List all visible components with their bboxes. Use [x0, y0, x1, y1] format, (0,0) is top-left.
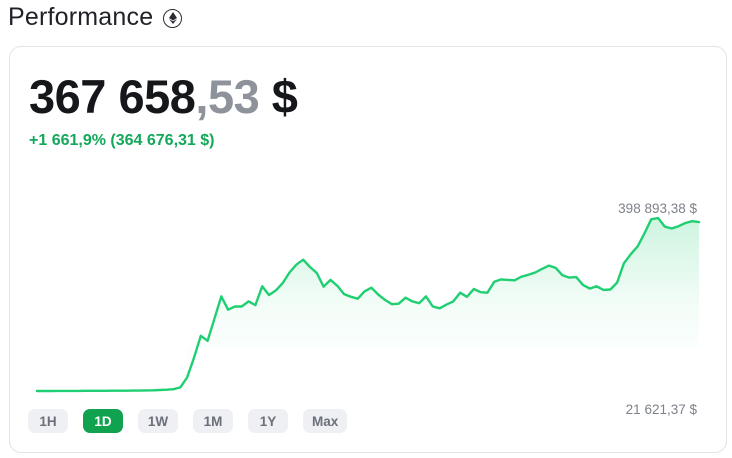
range-button-1y[interactable]: 1Y: [248, 409, 288, 433]
value-currency: $: [259, 70, 298, 123]
value-decimals: ,53: [195, 70, 260, 123]
page-title: Performance: [8, 2, 154, 31]
ethereum-icon: [163, 8, 183, 28]
portfolio-value: 367 658,53 $: [29, 69, 298, 124]
chart-area-fill: [187, 218, 699, 378]
chart-max-label: 398 893,38 $: [618, 201, 697, 216]
range-button-1m[interactable]: 1M: [193, 409, 233, 433]
range-button-1h[interactable]: 1H: [28, 409, 68, 433]
performance-chart: [35, 216, 701, 393]
value-main: 367 658: [29, 70, 196, 123]
chart-min-label: 21 621,37 $: [625, 402, 697, 417]
value-change: +1 661,9% (364 676,31 $): [29, 132, 215, 149]
range-button-1d[interactable]: 1D: [83, 409, 123, 433]
header: Performance: [8, 0, 183, 34]
time-range-selector: 1H 1D 1W 1M 1Y Max: [28, 409, 348, 433]
chart-line: [35, 216, 701, 393]
range-button-1w[interactable]: 1W: [138, 409, 178, 433]
range-button-max[interactable]: Max: [303, 409, 348, 433]
performance-card: 367 658,53 $ +1 661,9% (364 676,31 $) 39…: [9, 46, 727, 453]
